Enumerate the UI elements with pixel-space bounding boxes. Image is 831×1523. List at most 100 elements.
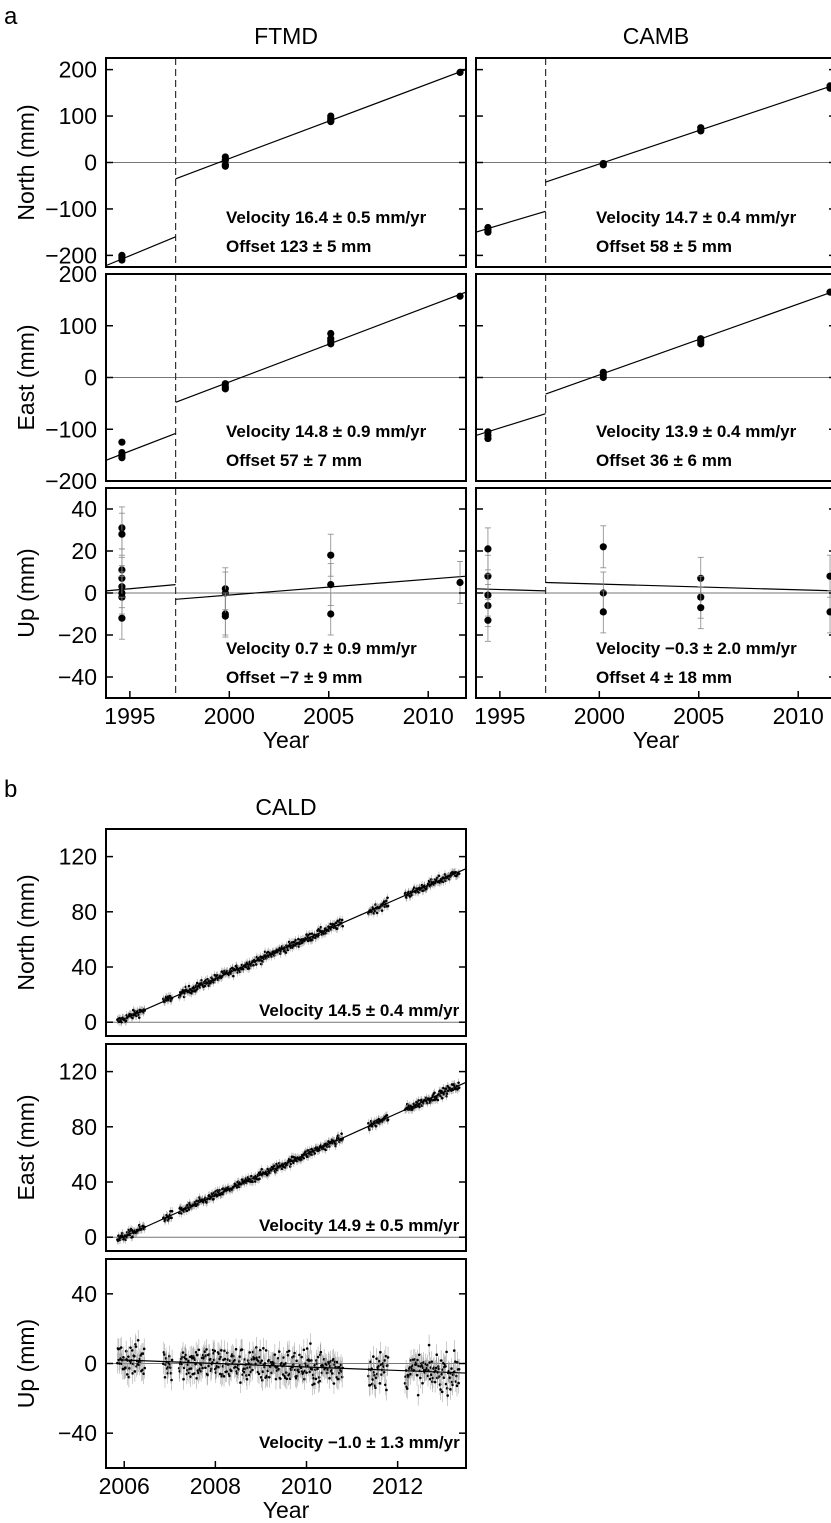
daily-point [289,1162,293,1166]
daily-point [433,1380,437,1384]
daily-point [259,962,263,966]
daily-point [438,1375,441,1378]
daily-point [450,1367,453,1370]
daily-point [431,1380,434,1383]
daily-point [440,1390,444,1394]
daily-point [428,1361,431,1364]
annotation-0: Velocity 14.9 ± 0.5 mm/yr [259,1216,460,1235]
chart-title: CAMB [623,23,689,49]
data-point-5 [599,373,607,382]
y-tick-label: 100 [59,313,97,339]
y-tick-label: 200 [59,261,97,287]
daily-point [260,1359,264,1362]
daily-point [414,1105,418,1109]
daily-point [454,1360,457,1363]
fit-line-0 [106,432,176,461]
daily-point [205,1348,208,1351]
daily-point [189,1375,192,1378]
daily-point [416,1358,419,1362]
daily-point [181,1351,185,1354]
data-point-4 [484,616,492,624]
daily-point [124,1366,127,1370]
data-point-2 [118,251,126,259]
daily-point [409,1372,412,1376]
daily-point [380,909,384,912]
daily-point [131,1235,135,1239]
daily-point [274,1170,277,1174]
fit-line-0 [106,236,176,267]
daily-point [252,963,255,967]
daily-point [207,1364,211,1368]
daily-point [250,1174,253,1178]
daily-point [287,1349,291,1353]
y-tick-label: 0 [84,365,97,391]
daily-point [375,911,379,915]
plot-area [106,868,466,1027]
daily-point [125,1373,129,1376]
plot-area [106,1078,466,1245]
daily-point [170,1216,173,1220]
daily-point [335,1360,339,1364]
daily-point [279,1377,282,1380]
daily-point [142,1372,145,1376]
daily-point [449,1388,452,1391]
daily-point [182,995,186,999]
daily-point [373,909,377,913]
annotation-1: Offset −7 ± 9 mm [226,668,362,687]
daily-point [292,1363,295,1366]
daily-point [180,1362,184,1366]
daily-point [310,932,314,935]
daily-point [369,1119,373,1123]
daily-point [235,1186,239,1189]
daily-point [386,904,390,908]
daily-point [370,1382,374,1386]
daily-point [445,1094,448,1098]
daily-point [385,1388,388,1392]
daily-point [286,948,290,952]
annotation-0: Velocity −0.3 ± 2.0 mm/yr [596,639,797,658]
data-point-3 [118,454,126,462]
daily-point [238,1355,242,1358]
daily-point [238,1360,241,1363]
annotation-0: Velocity 14.8 ± 0.9 mm/yr [226,422,427,441]
x-tick-label: 2012 [372,1473,423,1499]
fit-line-1 [545,291,831,395]
daily-point [314,1377,318,1381]
daily-point [313,1152,317,1155]
daily-point [225,1370,229,1373]
daily-point [201,1366,204,1370]
daily-point [255,1356,259,1360]
daily-point [435,1376,439,1380]
y-tick-label: 120 [59,844,97,870]
daily-point [420,883,424,887]
y-tick-label: −20 [58,622,97,648]
y-tick-label: 0 [84,150,97,176]
daily-point [378,1382,382,1385]
data-point-7 [327,329,335,338]
y-tick-label: 40 [71,954,97,980]
daily-point [442,1376,446,1379]
daily-point [339,1363,343,1367]
daily-point [313,1363,317,1367]
annotation-0: Velocity 14.7 ± 0.4 mm/yr [596,208,797,227]
fit-line-1 [545,581,831,592]
daily-point [259,1376,263,1379]
daily-point [187,1208,191,1211]
y-tick-label: 120 [59,1059,97,1085]
daily-point [429,1373,433,1376]
daily-point [386,1118,390,1121]
y-tick-label: −200 [45,242,97,268]
daily-point [143,1366,147,1370]
data-point-0 [118,438,126,446]
data-point-11 [826,572,831,580]
daily-point [300,1355,303,1359]
daily-point [436,1098,440,1102]
daily-point [141,1368,144,1372]
daily-point [426,1374,430,1378]
daily-point [170,1358,174,1362]
daily-point [378,1359,381,1363]
fit-line-0 [476,588,546,592]
plot-area [476,274,831,481]
daily-point [162,1350,166,1354]
daily-point [162,1362,165,1366]
